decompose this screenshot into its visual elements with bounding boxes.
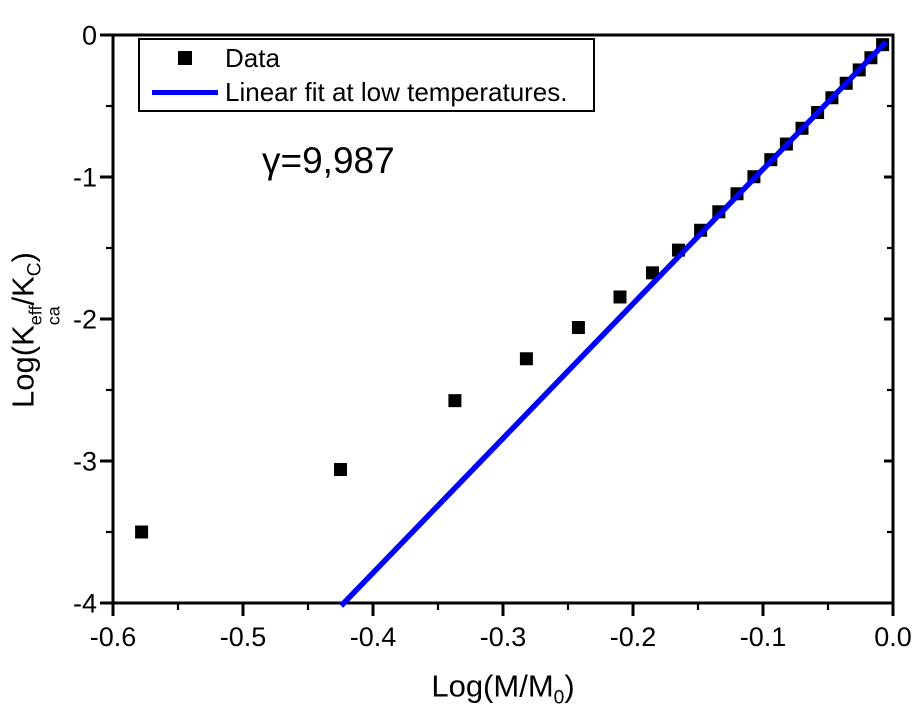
x-tick-label: -0.4 [350, 622, 397, 652]
y-axis-subscript: ca [43, 306, 64, 326]
x-tick-label: 0.0 [874, 622, 912, 652]
data-point [646, 266, 659, 280]
y-tick-label: -1 [73, 163, 97, 193]
plot-frame [111, 33, 895, 605]
data-point [135, 525, 149, 539]
square-marker-icon [178, 51, 192, 65]
y-tick-label: -4 [73, 589, 97, 619]
x-axis-title-text: ) [564, 668, 575, 704]
y-axis-title-text: /K [5, 276, 41, 306]
y-tick-label: -3 [73, 447, 97, 477]
x-tick-label: -0.3 [480, 622, 527, 652]
x-tick-label: -0.2 [610, 622, 657, 652]
y-axis-subscript-2: C [24, 262, 46, 277]
y-tick-label: 0 [82, 21, 97, 51]
legend-label-fit: Linear fit at low temperatures. [225, 76, 568, 107]
y-tick-label: -2 [73, 305, 97, 335]
y-axis-title-text: Log(K [5, 325, 41, 408]
legend-symbol-cell [152, 89, 218, 95]
x-axis-title: Log(M/M0) [431, 668, 574, 709]
y-axis-title: Log(K eff ca/KC) [5, 252, 64, 408]
y-axis-title-text: ) [5, 252, 41, 263]
data-point [571, 321, 585, 335]
gamma-annotation: γ=9,987 [262, 140, 395, 181]
data-point [613, 290, 627, 304]
y-axis-superscript: eff [25, 305, 46, 326]
y-axis-supsub-stack: eff ca [25, 305, 64, 326]
data-point [448, 394, 462, 408]
legend-item-fit: Linear fit at low temperatures. [140, 75, 593, 109]
fit-line [339, 40, 888, 608]
legend: Data Linear fit at low temperatures. [138, 38, 595, 112]
legend-symbol-cell [152, 51, 218, 65]
x-tick-label: -0.1 [740, 622, 787, 652]
x-tick-label: -0.5 [220, 622, 267, 652]
line-marker-icon [152, 89, 218, 95]
x-axis-title-subscript: 0 [553, 687, 565, 709]
data-point [519, 352, 533, 366]
x-axis-title-text: Log(M/M [431, 668, 554, 704]
x-tick-label: -0.6 [90, 622, 137, 652]
legend-label-data: Data [225, 42, 280, 73]
data-point [334, 463, 347, 477]
legend-item-data: Data [140, 41, 593, 75]
